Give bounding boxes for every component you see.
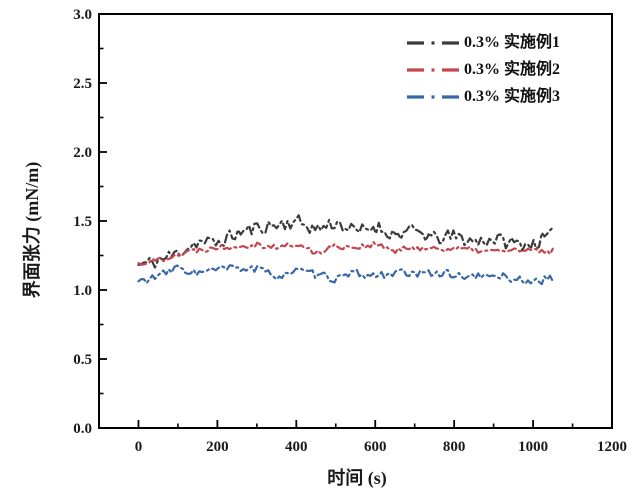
series-line-2 — [137, 240, 554, 266]
legend-label: 0.3% 实施例1 — [464, 33, 561, 51]
legend-label: 0.3% 实施例3 — [464, 87, 561, 105]
legend-line-icon — [407, 94, 459, 99]
x-tick-label: 1000 — [518, 439, 548, 455]
x-tick-label: 400 — [285, 439, 308, 455]
x-tick-label: 0 — [135, 439, 143, 455]
y-tick-label: 0.5 — [73, 352, 92, 368]
x-tick-label: 200 — [206, 439, 229, 455]
legend-line-icon — [407, 40, 459, 45]
legend-label: 0.3% 实施例2 — [464, 60, 561, 78]
legend: 0.3% 实施例1 0.3% 实施例2 0.3% 实施例3 — [406, 29, 560, 110]
y-tick-label: 0.0 — [73, 421, 92, 437]
x-tick-label: 600 — [364, 439, 387, 455]
y-axis-label: 界面张力 (mN/m) — [22, 161, 42, 299]
legend-item: 0.3% 实施例3 — [406, 83, 560, 110]
legend-item: 0.3% 实施例2 — [406, 56, 560, 83]
y-tick-label: 2.5 — [73, 76, 92, 92]
legend-line-icon — [407, 67, 459, 72]
y-tick-label: 1.0 — [73, 283, 92, 299]
series-line-1 — [137, 214, 554, 269]
legend-item: 0.3% 实施例1 — [406, 29, 560, 56]
x-axis-label: 时间 (s) — [327, 468, 387, 488]
x-tick-label: 800 — [443, 439, 466, 455]
x-tick-label: 1200 — [597, 439, 627, 455]
y-tick-label: 1.5 — [73, 214, 92, 230]
y-tick-label: 2.0 — [73, 145, 92, 161]
series-line-3 — [137, 264, 554, 286]
y-tick-label: 3.0 — [73, 7, 92, 23]
